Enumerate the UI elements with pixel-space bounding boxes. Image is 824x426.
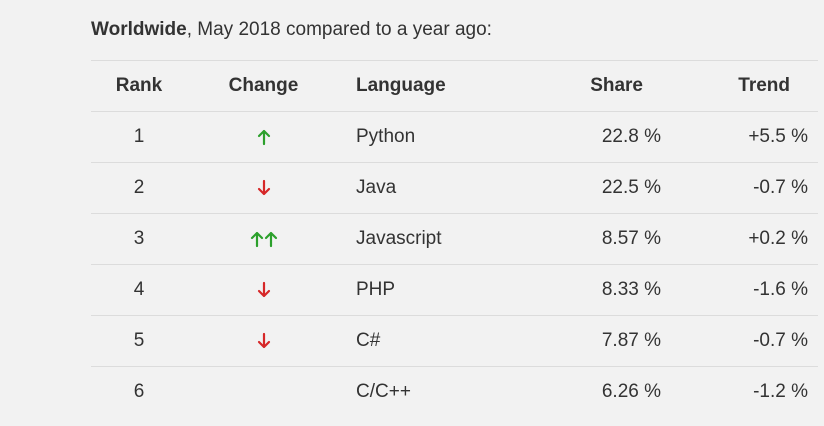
table-caption: Worldwide, May 2018 compared to a year a… (91, 0, 756, 60)
change-cell (187, 264, 340, 316)
table-body: 1 Python 22.8 % +5.5 % 2 Java 22.5 % -0.7 % 3 Jav… (91, 111, 818, 417)
header-rank: Rank (91, 60, 187, 112)
language-cell: Python (340, 111, 526, 163)
share-cell: 22.8 % (526, 111, 675, 163)
language-cell: C# (340, 315, 526, 367)
header-language: Language (340, 60, 526, 112)
table-header-row: Rank Change Language Share Trend (91, 60, 818, 112)
table-row: 2 Java 22.5 % -0.7 % (91, 162, 818, 214)
rank-cell: 1 (91, 111, 187, 163)
table-row: 4 PHP 8.33 % -1.6 % (91, 264, 818, 316)
share-cell: 7.87 % (526, 315, 675, 367)
arrow-down-icon (257, 178, 271, 198)
table-row: 5 C# 7.87 % -0.7 % (91, 315, 818, 367)
caption-text: , May 2018 compared to a year ago: (186, 19, 492, 40)
change-cell (187, 366, 340, 417)
language-cell: C/C++ (340, 366, 526, 417)
arrow-up-icon (264, 229, 278, 249)
rank-cell: 2 (91, 162, 187, 214)
trend-cell: -1.2 % (675, 366, 818, 417)
ranking-panel: Worldwide, May 2018 compared to a year a… (91, 0, 818, 417)
change-cell (187, 111, 340, 163)
share-cell: 8.57 % (526, 213, 675, 265)
trend-cell: +5.5 % (675, 111, 818, 163)
trend-cell: -1.6 % (675, 264, 818, 316)
language-cell: PHP (340, 264, 526, 316)
header-share: Share (526, 60, 675, 112)
arrow-up-icon (257, 127, 271, 147)
rank-cell: 3 (91, 213, 187, 265)
language-ranking-table: Rank Change Language Share Trend 1 Python… (91, 60, 818, 417)
rank-cell: 4 (91, 264, 187, 316)
header-trend: Trend (675, 60, 818, 112)
language-cell: Javascript (340, 213, 526, 265)
trend-cell: +0.2 % (675, 213, 818, 265)
share-cell: 8.33 % (526, 264, 675, 316)
rank-cell: 6 (91, 366, 187, 417)
rank-cell: 5 (91, 315, 187, 367)
arrow-down-icon (257, 280, 271, 300)
trend-cell: -0.7 % (675, 315, 818, 367)
trend-cell: -0.7 % (675, 162, 818, 214)
change-cell (187, 315, 340, 367)
header-change: Change (187, 60, 340, 112)
table-row: 3 Javascript 8.57 % +0.2 % (91, 213, 818, 265)
change-cell (187, 213, 340, 265)
table-row: 1 Python 22.8 % +5.5 % (91, 111, 818, 163)
share-cell: 6.26 % (526, 366, 675, 417)
caption-region: Worldwide (91, 19, 187, 40)
change-cell (187, 162, 340, 214)
language-cell: Java (340, 162, 526, 214)
arrow-down-icon (257, 331, 271, 351)
table-row: 6 C/C++ 6.26 % -1.2 % (91, 366, 818, 417)
share-cell: 22.5 % (526, 162, 675, 214)
arrow-up-icon (250, 229, 264, 249)
